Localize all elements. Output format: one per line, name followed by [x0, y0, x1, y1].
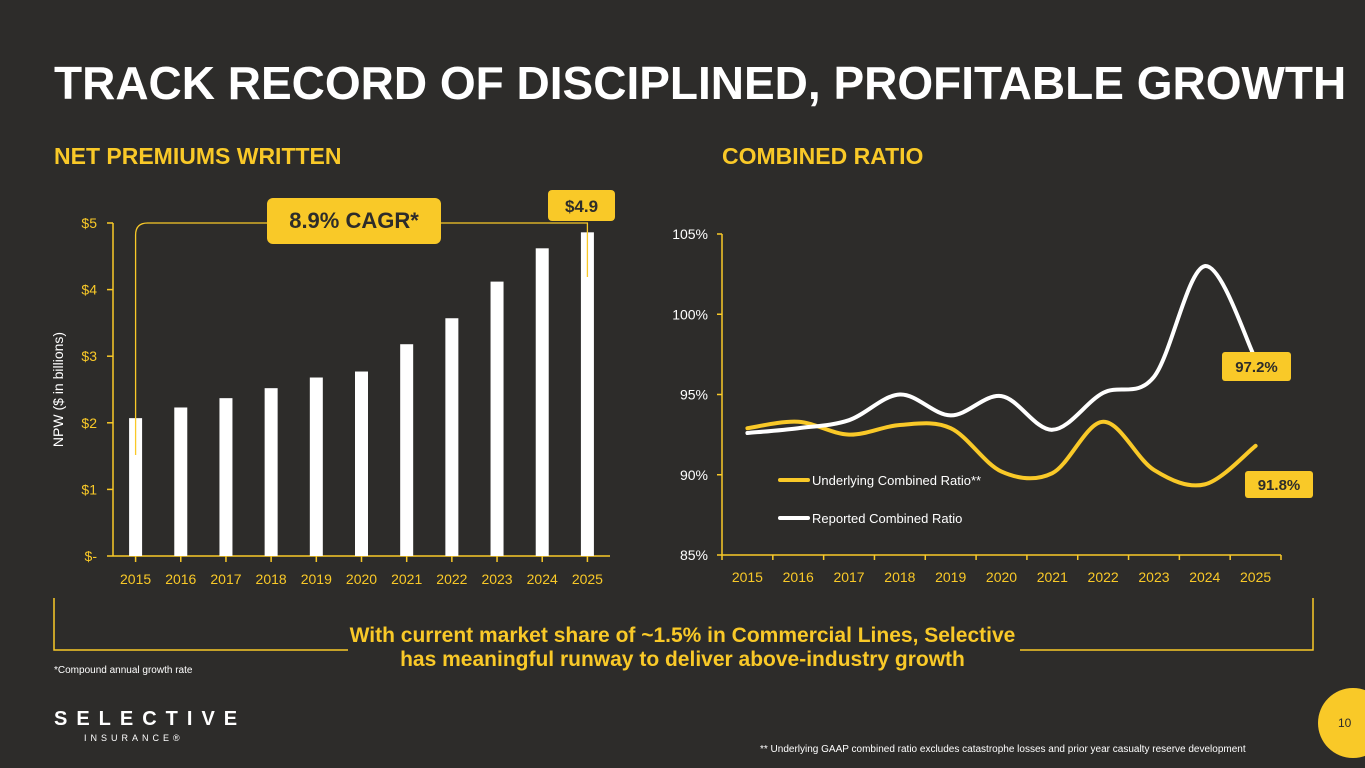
npw-bar: [219, 398, 233, 556]
cagr-label: 8.9% CAGR*: [289, 208, 419, 233]
cr-y-tick-label: 90%: [680, 467, 708, 483]
npw-y-axis-label: NPW ($ in billions): [50, 332, 66, 447]
npw-x-tick-label: 2024: [527, 571, 558, 587]
reported-end-label-box: [1222, 352, 1291, 381]
summary-bracket: [53, 598, 1314, 651]
cr-x-tick-label: 2025: [1240, 569, 1271, 585]
cr-x-tick-label: 2020: [986, 569, 1017, 585]
npw-y-tick-label: $4: [81, 282, 97, 298]
combined-ratio-line-chart: 85% 90% 95% 100% 105% 2015 2016 2017 2018 2019 202…: [672, 226, 1313, 585]
npw-x-tick-label: 2016: [165, 571, 196, 587]
npw-x-tick-label: 2018: [256, 571, 287, 587]
npw-x-tick-label: 2020: [346, 571, 377, 587]
reported-combined-ratio-line: [745, 264, 1258, 436]
cr-x-tick-label: 2021: [1037, 569, 1068, 585]
npw-x-tick-label: 2025: [572, 571, 603, 587]
npw-bar: [355, 371, 368, 556]
cr-x-tick-label: 2019: [935, 569, 966, 585]
page-number: 10: [1338, 716, 1352, 730]
cagr-footnote: *Compound annual growth rate: [54, 665, 193, 676]
cagr-label-box: [267, 198, 441, 244]
underlying-end-label-box: [1245, 471, 1313, 498]
npw-x-tick-label: 2015: [120, 571, 151, 587]
underlying-end-label: 91.8%: [1258, 477, 1301, 494]
npw-y-tick-label: $1: [81, 481, 97, 497]
page-title: TRACK RECORD OF DISCIPLINED, PROFITABLE …: [54, 57, 1347, 109]
callout-line-2: has meaningful runway to deliver above-i…: [400, 648, 965, 671]
npw-x-tick-label: 2023: [481, 571, 512, 587]
legend-label: Underlying Combined Ratio**: [812, 473, 981, 488]
cr-y-tick-label: 95%: [680, 387, 708, 403]
npw-y-tick-label: $5: [81, 215, 97, 231]
market-share-callout: With current market share of ~1.5% in Co…: [290, 624, 1075, 672]
underlying-footnote: ** Underlying GAAP combined ratio exclud…: [760, 744, 1246, 755]
npw-bar: [264, 388, 278, 556]
combined-ratio-chart-title: COMBINED RATIO: [722, 143, 924, 169]
npw-bar: [400, 344, 414, 556]
cr-x-tick-label: 2022: [1088, 569, 1119, 585]
cr-x-tick-label: 2016: [783, 569, 814, 585]
reported-end-label: 97.2%: [1235, 359, 1278, 376]
npw-x-tick-label: 2019: [301, 571, 332, 587]
npw-bar-chart: $- $1 $2 $3 $4 $5 NPW ($ in billions) 2015 2016 2…: [50, 190, 615, 587]
npw-bar: [535, 248, 549, 557]
npw-x-tick-label: 2017: [210, 571, 241, 587]
npw-bar: [580, 232, 594, 556]
cr-x-tick-label: 2023: [1138, 569, 1169, 585]
cr-x-tick-label: 2017: [833, 569, 864, 585]
cr-x-tick-label: 2024: [1189, 569, 1220, 585]
npw-bar: [445, 318, 459, 556]
npw-end-label: $4.9: [565, 197, 598, 216]
cr-y-tick-label: 100%: [672, 306, 708, 322]
npw-bar: [174, 407, 188, 556]
npw-bar: [129, 418, 143, 556]
npw-y-tick-label: $3: [81, 348, 97, 364]
npw-x-tick-label: 2021: [391, 571, 422, 587]
logo-subtext: INSURANCE®: [84, 733, 184, 743]
underlying-combined-ratio-line: [745, 419, 1258, 488]
npw-y-tick-label: $2: [81, 415, 97, 431]
cr-x-tick-label: 2015: [732, 569, 763, 585]
npw-y-tick-label: $-: [85, 548, 98, 564]
npw-bar: [309, 377, 323, 556]
npw-x-tick-label: 2022: [436, 571, 467, 587]
selective-logo: SELECTIVE INSURANCE®: [54, 708, 246, 743]
legend-label: Reported Combined Ratio: [812, 511, 962, 526]
callout-line-1: With current market share of ~1.5% in Co…: [349, 624, 1016, 647]
cr-x-tick-label: 2018: [884, 569, 915, 585]
cr-y-tick-label: 105%: [672, 226, 708, 242]
cr-y-tick-label: 85%: [680, 547, 708, 563]
cagr-bracket: [134, 222, 589, 455]
npw-bar: [490, 281, 504, 556]
logo-wordmark: SELECTIVE: [54, 708, 247, 730]
npw-chart-title: NET PREMIUMS WRITTEN: [54, 143, 342, 169]
npw-end-label-box: [548, 190, 615, 221]
